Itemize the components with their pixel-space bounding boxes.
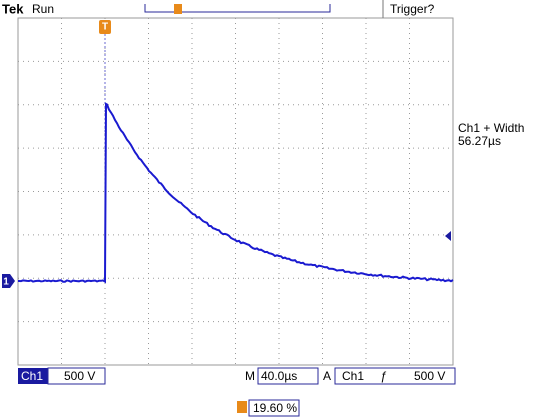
- trigger-level-marker: [445, 231, 451, 241]
- record-bracket: [144, 4, 331, 13]
- measurement-label: Ch1 + Width: [458, 121, 524, 135]
- trigger-box: [334, 367, 456, 385]
- time-box: [257, 367, 319, 385]
- trigger-slope: ƒ: [380, 369, 387, 383]
- time-scale: 40.0µs: [261, 369, 297, 383]
- trigger-marker-label: T: [102, 22, 108, 33]
- scale-box: [47, 367, 106, 385]
- channel-marker-label: 1: [3, 277, 9, 288]
- channel-scale: 500 V: [64, 369, 95, 383]
- run-status: Run: [32, 2, 54, 16]
- graticule: [18, 18, 453, 365]
- position-box: [248, 399, 300, 417]
- trigger-source: Ch1: [342, 369, 364, 383]
- record-trigger-marker: [174, 4, 182, 14]
- channel-badge: [18, 368, 48, 384]
- position-icon: [237, 401, 247, 413]
- graticule-frame: [17, 17, 454, 366]
- trigger-level: 500 V: [414, 369, 445, 383]
- time-prefix: M: [245, 369, 255, 383]
- trigger-marker: [99, 20, 111, 34]
- trigger-prefix: A: [323, 369, 331, 383]
- measurement-value: 56.27µs: [458, 134, 501, 148]
- channel-marker: [2, 274, 15, 288]
- trigger-position: 19.60 %: [253, 401, 297, 415]
- waveform: [18, 102, 454, 284]
- brand: Tek: [2, 1, 24, 16]
- channel-label: Ch1: [21, 369, 43, 383]
- trigger-status: Trigger?: [390, 2, 435, 16]
